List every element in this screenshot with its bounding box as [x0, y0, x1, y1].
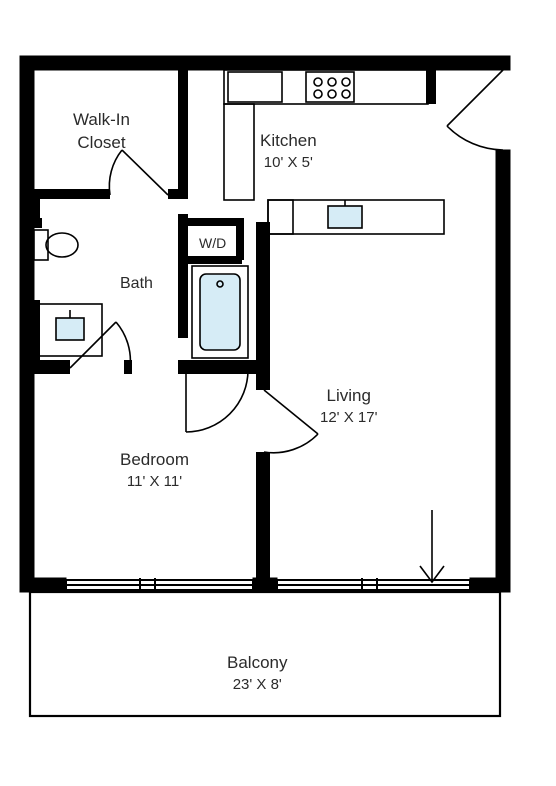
bedroom-dims: 11' X 11'	[120, 472, 189, 492]
kitchen-label: Kitchen 10' X 5'	[260, 130, 317, 173]
bedroom-name: Bedroom	[120, 449, 189, 472]
kitchen-dims: 10' X 5'	[260, 153, 317, 173]
balcony-label: Balcony 23' X 8'	[227, 652, 287, 695]
living-name: Living	[320, 385, 377, 408]
bath-label: Bath	[120, 273, 153, 295]
balcony-dims: 23' X 8'	[227, 675, 287, 695]
balcony-name: Balcony	[227, 652, 287, 675]
closet-name2: Closet	[73, 132, 130, 155]
living-label: Living 12' X 17'	[320, 385, 377, 428]
living-dims: 12' X 17'	[320, 408, 377, 428]
wd-label: W/D	[199, 235, 226, 251]
bath-name: Bath	[120, 273, 153, 295]
wd-name: W/D	[199, 235, 226, 251]
closet-name1: Walk-In	[73, 109, 130, 132]
kitchen-name: Kitchen	[260, 130, 317, 153]
bedroom-label: Bedroom 11' X 11'	[120, 449, 189, 492]
closet-label: Walk-In Closet	[73, 109, 130, 155]
